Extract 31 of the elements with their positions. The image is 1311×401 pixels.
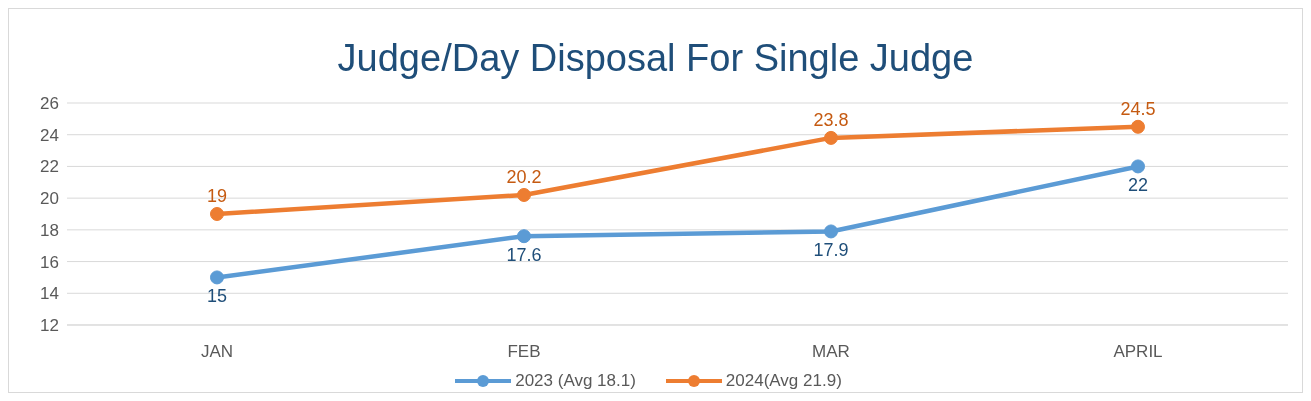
legend-label: 2023 (Avg 18.1) <box>514 371 636 391</box>
point <box>824 130 838 145</box>
data-label: 22 <box>1127 175 1149 196</box>
point <box>210 270 224 285</box>
x-tick-label: APRIL <box>1113 342 1163 362</box>
data-label: 23.8 <box>813 109 849 130</box>
data-label: 19 <box>206 186 228 206</box>
y-tick-label: 24 <box>40 125 59 145</box>
data-label: 15 <box>206 286 228 307</box>
point <box>824 224 838 239</box>
data-label: 17.9 <box>813 240 849 261</box>
y-tick-label: 16 <box>40 252 59 272</box>
point <box>210 207 224 221</box>
data-label: 17.6 <box>506 244 542 265</box>
point <box>1131 119 1145 134</box>
legend-label: 2024(Avg 21.9) <box>724 371 842 391</box>
point <box>517 187 531 202</box>
y-tick-label: 20 <box>40 189 59 209</box>
y-tick-label: 18 <box>40 220 59 240</box>
point <box>517 229 531 244</box>
data-label: 20.2 <box>506 166 542 187</box>
data-label: 24.5 <box>1120 98 1156 119</box>
point <box>1131 159 1145 174</box>
x-tick-label: MAR <box>812 342 850 362</box>
x-tick-label: FEB <box>507 342 541 362</box>
chart-title: Judge/Day Disposal For Single Judge <box>336 36 975 81</box>
y-tick-label: 22 <box>40 157 59 177</box>
x-tick-label: JAN <box>200 342 234 362</box>
y-tick-label: 14 <box>40 284 59 304</box>
y-tick-label: 26 <box>40 94 59 114</box>
y-tick-label: 12 <box>40 316 59 336</box>
